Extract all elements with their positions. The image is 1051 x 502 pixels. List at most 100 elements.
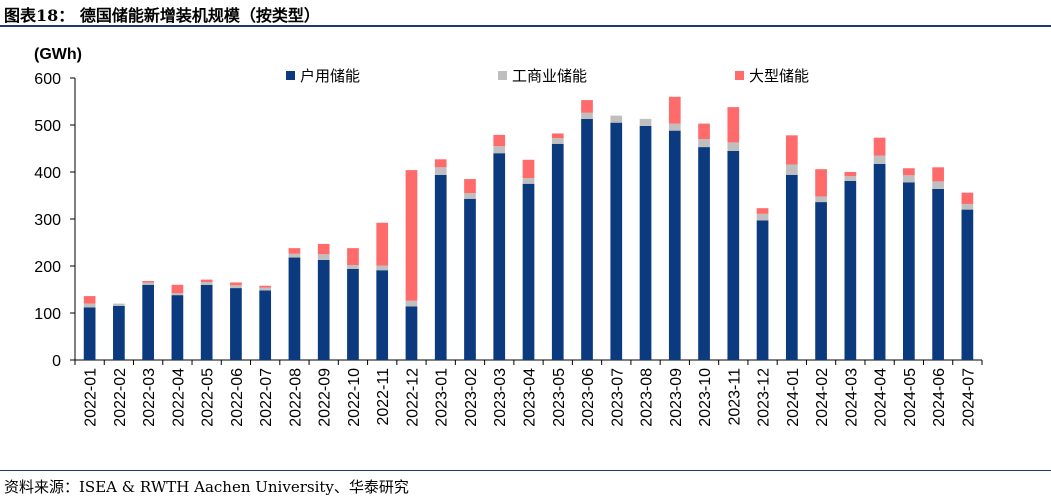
bar-segment-commercial bbox=[903, 175, 915, 183]
bar-segment-commercial bbox=[873, 155, 886, 165]
source-note: 资料来源：ISEA & RWTH Aachen University、华泰研究 bbox=[4, 478, 409, 496]
bar-segment-commercial bbox=[727, 142, 740, 151]
bar-segment-residential bbox=[551, 143, 564, 360]
y-tick-label: 300 bbox=[34, 212, 61, 229]
bar-segment-residential bbox=[142, 284, 154, 360]
bar-segment-residential bbox=[610, 122, 623, 361]
title-rule bbox=[0, 25, 1051, 27]
bar-segment-utility bbox=[200, 279, 213, 282]
bar-segment-commercial bbox=[522, 178, 535, 184]
bar-segment-utility bbox=[288, 248, 301, 254]
bar-segment-commercial bbox=[551, 138, 564, 144]
x-tick-label: 2023-12 bbox=[756, 368, 773, 427]
bar-group bbox=[83, 96, 974, 361]
x-tick-label: 2022-10 bbox=[346, 368, 363, 427]
bar-segment-commercial bbox=[844, 176, 857, 181]
bar-segment-commercial bbox=[668, 123, 681, 131]
bar-segment-residential bbox=[727, 150, 740, 360]
bar-segment-residential bbox=[581, 118, 593, 360]
bar-segment-utility bbox=[961, 192, 974, 204]
bar-segment-commercial bbox=[142, 282, 154, 285]
bar-segment-residential bbox=[230, 288, 242, 360]
x-tick-label: 2023-04 bbox=[522, 368, 539, 427]
bar-segment-commercial bbox=[376, 265, 389, 271]
bar-segment-residential bbox=[522, 183, 535, 360]
bar-segment-residential bbox=[347, 268, 359, 360]
x-tick-label: 2022-02 bbox=[112, 368, 129, 427]
bar-segment-residential bbox=[961, 209, 974, 360]
bar-segment-commercial bbox=[698, 139, 710, 148]
bar-segment-utility bbox=[405, 170, 418, 301]
x-tick-label: 2024-07 bbox=[960, 368, 977, 427]
x-tick-label: 2023-01 bbox=[434, 368, 451, 427]
bar-segment-commercial bbox=[317, 254, 330, 260]
bar-segment-commercial bbox=[815, 196, 827, 203]
legend: 户用储能 工商业储能 大型储能 bbox=[286, 67, 809, 85]
x-tick-label: 2022-08 bbox=[287, 368, 304, 427]
bar-segment-commercial bbox=[581, 112, 593, 119]
bar-segment-residential bbox=[376, 270, 389, 360]
bar-segment-commercial bbox=[288, 253, 301, 258]
bar-segment-utility bbox=[347, 248, 359, 266]
bar-segment-residential bbox=[815, 202, 827, 360]
bar-segment-residential bbox=[903, 182, 915, 360]
x-tick-label: 2023-08 bbox=[639, 368, 656, 427]
bar-segment-commercial bbox=[113, 303, 125, 306]
bar-segment-utility bbox=[815, 169, 827, 197]
bar-segment-residential bbox=[317, 259, 330, 360]
legend-swatch-residential bbox=[286, 71, 295, 80]
bar-segment-utility bbox=[434, 159, 447, 168]
bar-segment-residential bbox=[259, 290, 272, 360]
bar-segment-residential bbox=[171, 295, 184, 360]
y-tick-label: 600 bbox=[34, 71, 61, 88]
x-tick-label: 2022-06 bbox=[229, 368, 246, 427]
bar-segment-commercial bbox=[434, 167, 447, 175]
legend-label-commercial: 工商业储能 bbox=[512, 67, 587, 85]
bar-segment-commercial bbox=[259, 287, 272, 291]
bar-segment-utility bbox=[873, 137, 886, 156]
x-tick-label: 2022-03 bbox=[141, 368, 158, 427]
y-axis: 0 100 200 300 400 500 600 bbox=[34, 71, 76, 370]
bar-segment-utility bbox=[903, 168, 915, 176]
bar-segment-commercial bbox=[347, 265, 359, 269]
bar-segment-commercial bbox=[493, 146, 506, 154]
bar-segment-residential bbox=[844, 180, 857, 360]
bar-segment-residential bbox=[756, 220, 769, 360]
y-axis-unit-label: (GWh) bbox=[34, 46, 82, 63]
bar-segment-commercial bbox=[610, 115, 623, 123]
x-tick-label: 2024-02 bbox=[814, 368, 831, 427]
bar-segment-commercial bbox=[932, 181, 944, 189]
bar-segment-residential bbox=[113, 305, 125, 360]
bar-segment-utility bbox=[581, 100, 593, 113]
bar-segment-commercial bbox=[961, 203, 974, 210]
x-tick-label: 2022-07 bbox=[258, 368, 275, 427]
legend-swatch-commercial bbox=[498, 71, 507, 80]
source-rule bbox=[0, 470, 1051, 471]
x-tick-label: 2023-11 bbox=[726, 368, 743, 426]
x-tick-label: 2022-09 bbox=[317, 368, 334, 427]
stacked-bar-chart: (GWh) 0 100 200 300 400 500 600 2022-01 2022-02… bbox=[34, 46, 983, 427]
bar-segment-commercial bbox=[785, 164, 798, 175]
bar-segment-utility bbox=[932, 167, 944, 182]
bar-segment-residential bbox=[873, 164, 886, 360]
x-tick-label: 2024-01 bbox=[785, 368, 802, 427]
bar-segment-commercial bbox=[171, 293, 184, 296]
bar-segment-utility bbox=[844, 172, 857, 177]
x-tick-label: 2023-02 bbox=[463, 368, 480, 427]
bar-segment-residential bbox=[83, 307, 96, 360]
bar-segment-commercial bbox=[83, 303, 96, 308]
y-tick-label: 500 bbox=[34, 118, 61, 135]
bar-segment-utility bbox=[83, 296, 96, 304]
bar-segment-residential bbox=[405, 306, 418, 360]
bar-segment-commercial bbox=[756, 213, 769, 221]
x-tick-label: 2024-04 bbox=[873, 368, 890, 427]
bar-segment-utility bbox=[551, 133, 564, 139]
y-tick-label: 100 bbox=[34, 306, 61, 323]
bar-segment-utility bbox=[142, 281, 154, 283]
bar-segment-commercial bbox=[200, 281, 213, 285]
x-tick-label: 2022-05 bbox=[200, 368, 217, 427]
bar-segment-residential bbox=[785, 174, 798, 360]
bar-segment-utility bbox=[668, 96, 681, 124]
y-tick-label: 0 bbox=[52, 353, 61, 370]
x-tick-label: 2024-06 bbox=[931, 368, 948, 427]
